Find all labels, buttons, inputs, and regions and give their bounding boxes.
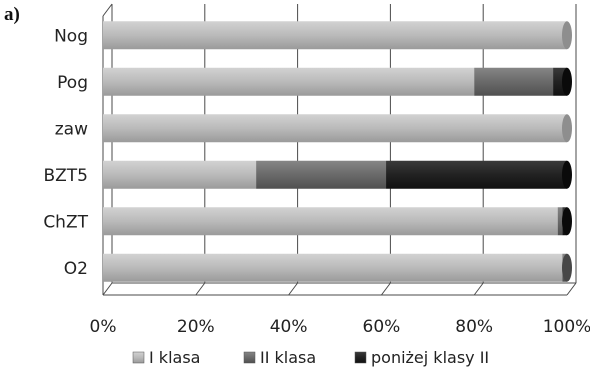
- floor-gridline: [566, 282, 577, 296]
- x-tick-label: 80%: [455, 317, 493, 337]
- bar-end-cap-zaw: [562, 114, 572, 143]
- legend-swatch-ii-klasa: [243, 351, 256, 364]
- bars: [103, 21, 572, 282]
- floor-gridline: [102, 282, 113, 296]
- x-tick-label: 20%: [177, 317, 215, 337]
- legend-swatch-i-klasa: [132, 351, 145, 364]
- bar-o2-i-klasa: [103, 253, 563, 282]
- x-tick-label: 0%: [90, 317, 117, 337]
- bar-nog-i-klasa: [103, 21, 567, 50]
- panel-label: a): [4, 4, 20, 25]
- bar-end-cap-o2: [562, 253, 572, 282]
- bar-pog-i-klasa: [103, 67, 475, 96]
- category-label-nog: Nog: [54, 26, 88, 46]
- bar-chzt-i-klasa: [103, 207, 558, 236]
- category-label-pog: Pog: [57, 73, 88, 93]
- left-wall-top-edge: [102, 3, 113, 17]
- legend-label-ponizej-klasy-ii: poniżej klasy II: [371, 348, 489, 367]
- category-label-zaw: zaw: [55, 119, 88, 139]
- gridlines: [102, 3, 577, 296]
- floor-gridline: [473, 282, 484, 296]
- bar-chzt-ii-klasa: [557, 207, 563, 236]
- bar-end-cap-bzt5: [562, 160, 572, 189]
- bar-bzt5-i-klasa: [103, 160, 257, 189]
- bar-end-cap-chzt: [562, 207, 572, 236]
- x-tick-label: 60%: [363, 317, 401, 337]
- bar-zaw-i-klasa: [103, 114, 567, 143]
- category-label-bzt5: BZT5: [43, 166, 88, 186]
- floor-gridline: [380, 282, 391, 296]
- legend-label-ii-klasa: II klasa: [260, 348, 316, 367]
- category-label-chzt: ChZT: [43, 212, 88, 232]
- category-label-o2: O2: [64, 259, 88, 279]
- legend-label-i-klasa: I klasa: [149, 348, 200, 367]
- bar-bzt5-ponizej-klasy-ii: [386, 160, 567, 189]
- bar-end-cap-nog: [562, 21, 572, 50]
- floor-gridline: [288, 282, 299, 296]
- x-axis-tick-labels: 0% 20% 40% 60% 80% 100%: [90, 317, 590, 337]
- bar-pog-ii-klasa: [474, 67, 554, 96]
- floor-gridline: [195, 282, 206, 296]
- category-labels: Nog Pog zaw BZT5 ChZT O2: [43, 26, 88, 279]
- bar-bzt5-ii-klasa: [256, 160, 387, 189]
- legend-swatch-ponizej-klasy-ii: [354, 351, 367, 364]
- x-tick-label: 100%: [543, 317, 590, 337]
- legend: I klasa II klasa poniżej klasy II: [132, 348, 489, 367]
- x-tick-label: 40%: [270, 317, 308, 337]
- bar-end-cap-pog: [562, 67, 572, 96]
